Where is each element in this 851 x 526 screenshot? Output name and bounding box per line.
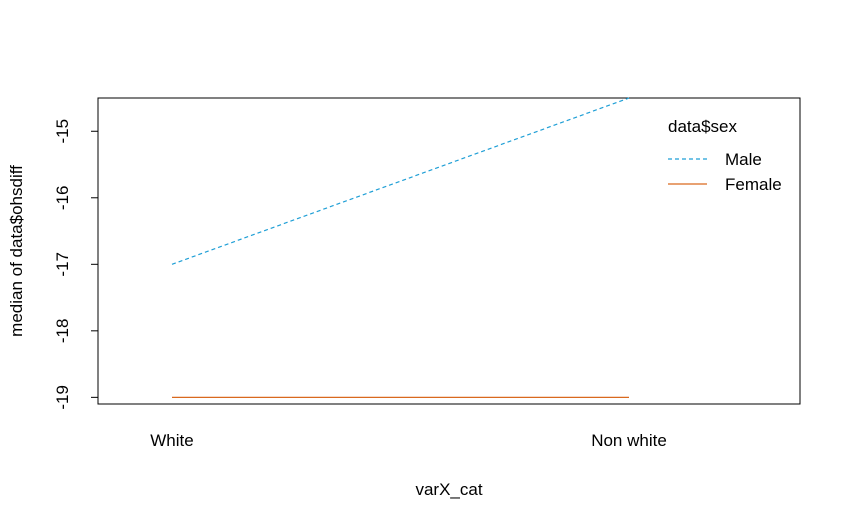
legend-label-female: Female: [725, 175, 782, 194]
x-axis-label: varX_cat: [415, 480, 482, 499]
legend: data$sex Male Female: [668, 117, 782, 194]
series-layer: [171, 97, 630, 398]
x-tick-label-1: Non white: [591, 431, 667, 450]
y-tick-label-1: -18: [53, 319, 72, 344]
series-line-male: [171, 97, 630, 265]
x-axis: White Non white: [150, 431, 667, 450]
y-tick-label-4: -15: [53, 119, 72, 144]
legend-label-male: Male: [725, 150, 762, 169]
y-tick-label-3: -16: [53, 185, 72, 210]
y-tick-label-2: -17: [53, 252, 72, 277]
plot-frame: [97, 97, 801, 405]
y-tick-label-0: -19: [53, 385, 72, 410]
y-axis-label: median of data$ohsdiff: [7, 165, 26, 337]
x-tick-label-0: White: [150, 431, 193, 450]
legend-title: data$sex: [668, 117, 737, 136]
y-axis: -19 -18 -17 -16 -15: [53, 119, 98, 410]
